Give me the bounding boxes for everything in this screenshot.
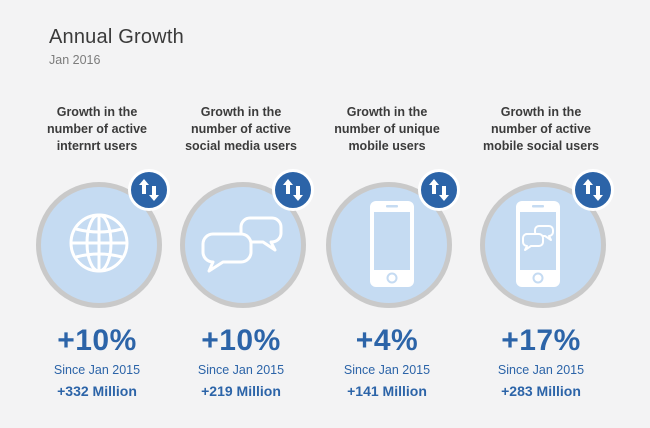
since-label: Since Jan 2015 [497,363,585,377]
stat-heading: Growth in the number of active mobile so… [482,105,600,153]
growth-percent: +10% [201,324,281,357]
stat-card-social-media-users: Growth in the number of active social me… [166,0,316,428]
growth-badge [418,169,460,211]
smartphone-icon [369,200,415,288]
growth-amount: +283 Million [501,383,581,399]
growth-amount: +219 Million [201,383,281,399]
page-subtitle: Jan 2016 [49,53,101,67]
growth-percent: +10% [57,324,137,357]
stat-heading: Growth in the number of active internrt … [46,105,148,153]
stat-card-mobile-social-users: Growth in the number of active mobile so… [466,0,616,428]
stat-card-internet-users: Growth in the number of active internrt … [22,0,172,428]
stat-heading: Growth in the number of unique mobile us… [334,105,440,153]
up-down-arrows-icon [139,179,159,201]
smartphone-chat-icon [515,200,561,288]
growth-amount: +332 Million [57,383,137,399]
speech-bubbles-icon [200,212,284,274]
stat-card-mobile-users: Growth in the number of unique mobile us… [312,0,462,428]
since-label: Since Jan 2015 [197,363,285,377]
up-down-arrows-icon [429,179,449,201]
globe-icon [66,210,132,276]
up-down-arrows-icon [583,179,603,201]
growth-badge [272,169,314,211]
since-label: Since Jan 2015 [53,363,141,377]
growth-percent: +4% [355,324,419,357]
up-down-arrows-icon [283,179,303,201]
growth-badge [128,169,170,211]
growth-amount: +141 Million [347,383,427,399]
growth-badge [572,169,614,211]
stat-heading: Growth in the number of active social me… [185,105,297,153]
page-title: Annual Growth [49,26,184,48]
since-label: Since Jan 2015 [343,363,431,377]
growth-percent: +17% [501,324,581,357]
